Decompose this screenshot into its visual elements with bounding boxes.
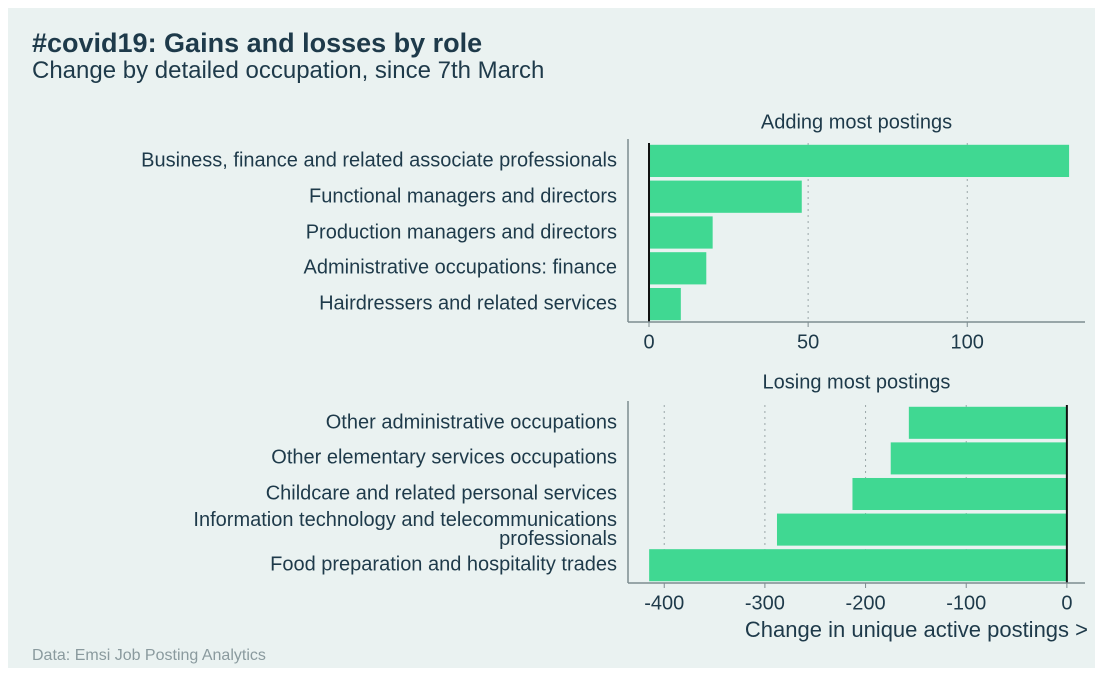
x-tick-label: 0	[643, 331, 654, 353]
bar	[649, 252, 707, 285]
category-label: Childcare and related personal services	[265, 482, 617, 505]
title: #covid19: Gains and losses by role	[32, 28, 483, 58]
bar	[649, 216, 713, 249]
subplot-title: Adding most postings	[761, 111, 952, 133]
source: Data: Emsi Job Posting Analytics	[32, 647, 266, 664]
bar	[649, 144, 1070, 178]
x-tick-label: -200	[846, 592, 886, 614]
category-label: Food preparation and hospitality trades	[270, 553, 617, 576]
bar	[649, 549, 1067, 582]
category-label: Information technology and telecommunica…	[193, 508, 617, 550]
x-tick-label: -400	[644, 592, 684, 614]
x-tick-label: 100	[951, 331, 984, 353]
bar	[852, 477, 1067, 511]
subplot-title: Losing most postings	[763, 371, 951, 393]
category-label: Functional managers and directors	[309, 185, 617, 208]
bar	[649, 180, 802, 213]
x-tick-label: 0	[1061, 592, 1072, 614]
x-tick-label: 50	[797, 331, 819, 353]
category-label: Administrative occupations: finance	[303, 256, 618, 279]
category-label: Production managers and directors	[305, 221, 617, 243]
category-label: Business, finance and related associate …	[141, 149, 617, 172]
bar	[649, 287, 681, 321]
bar	[908, 406, 1067, 439]
subtitle: Change by detailed occupation, since 7th…	[32, 57, 545, 84]
category-label: Other elementary services occupations	[271, 446, 617, 469]
category-label: Other administrative occupations	[325, 411, 617, 434]
bar	[890, 442, 1067, 475]
x-tick-label: -100	[946, 592, 986, 614]
category-label: Hairdressers and related services	[319, 292, 617, 315]
x-axis-label: Change in unique active postings >	[745, 617, 1088, 642]
bar	[776, 513, 1067, 546]
x-tick-label: -300	[745, 592, 785, 614]
